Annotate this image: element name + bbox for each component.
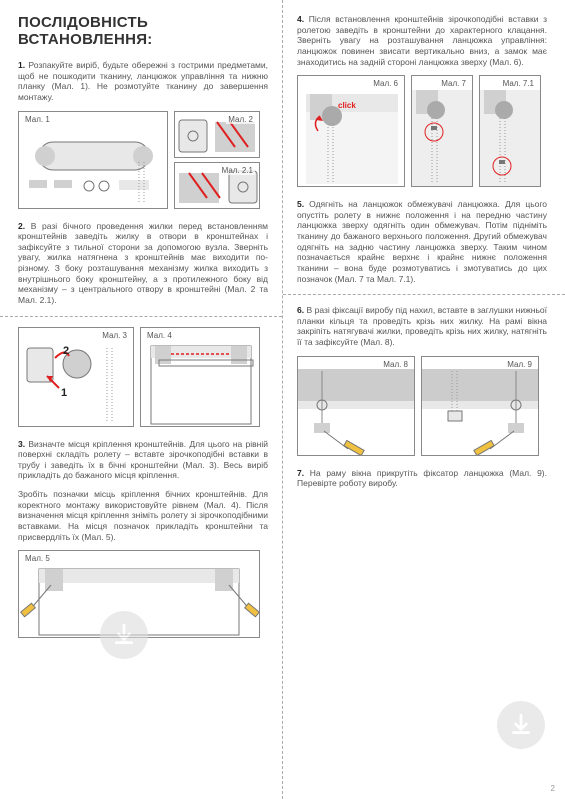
step-2: 2. В разі бічного проведення жилки перед… xyxy=(18,221,268,306)
figure-71: Мал. 7.1 xyxy=(479,75,541,187)
anno-1: 1 xyxy=(61,387,67,399)
figure-7: Мал. 7 xyxy=(411,75,473,187)
figure-9: Мал. 9 xyxy=(421,356,539,456)
fig71-svg xyxy=(480,76,541,187)
step-3b: Зробіть позначки місць кріплення бічних … xyxy=(18,489,268,542)
fig8-label: Мал. 8 xyxy=(381,360,410,369)
fig5-label: Мал. 5 xyxy=(23,554,52,563)
fig9-label: Мал. 9 xyxy=(505,360,534,369)
fig3-svg: 2 1 xyxy=(19,328,134,427)
figure-3: Мал. 3 2 1 xyxy=(18,327,134,427)
click-anno: click xyxy=(338,101,356,110)
figure-4: Мал. 4 xyxy=(140,327,260,427)
fig6-label: Мал. 6 xyxy=(371,79,400,88)
fig8-svg xyxy=(298,357,415,456)
fig3-label: Мал. 3 xyxy=(100,331,129,340)
fig4-label: Мал. 4 xyxy=(145,331,174,340)
figure-21: Мал. 2.1 xyxy=(174,162,260,209)
fig1-svg xyxy=(19,112,168,209)
figure-1: Мал. 1 xyxy=(18,111,168,209)
fig-row-5: Мал. 8 Мал. 9 xyxy=(297,356,547,456)
step-7: 7. На раму вікна прикрутіть фіксатор лан… xyxy=(297,468,547,489)
fig21-label: Мал. 2.1 xyxy=(220,166,255,175)
step-7-text: На раму вікна прикрутіть фіксатор ланцюж… xyxy=(297,468,547,489)
fig2-label: Мал. 2 xyxy=(226,115,255,124)
hdash-left xyxy=(0,316,282,317)
fig7-label: Мал. 7 xyxy=(439,79,468,88)
page-number: 2 xyxy=(551,784,555,793)
fig4-svg xyxy=(141,328,260,427)
step-1: 1. Розпакуйте виріб, будьте обережні з г… xyxy=(18,60,268,103)
fig7-svg xyxy=(412,76,473,187)
fig-row-1: Мал. 1 Мал. 2 xyxy=(18,111,268,209)
watermark-right xyxy=(497,701,545,749)
watermark-left xyxy=(100,611,148,659)
anno-2: 2 xyxy=(63,345,69,357)
right-column: 4. Після встановлення кронштейнів зірочк… xyxy=(283,0,565,799)
figure-2: Мал. 2 xyxy=(174,111,260,158)
step-5: 5. Одягніть на ланцюжок обмежувачі ланцю… xyxy=(297,199,547,284)
step-6: 6. В разі фіксації виробу під нахил, вст… xyxy=(297,305,547,348)
figure-6: Мал. 6 click xyxy=(297,75,405,187)
step-1-text: Розпакуйте виріб, будьте обережні з гост… xyxy=(18,60,268,102)
fig71-label: Мал. 7.1 xyxy=(501,79,536,88)
hdash-right xyxy=(283,294,565,295)
left-column: ПОСЛІДОВНІСТЬ ВСТАНОВЛЕННЯ: 1. Розпакуйт… xyxy=(0,0,282,799)
step-5-text: Одягніть на ланцюжок обмежувачі ланцюжка… xyxy=(297,199,547,283)
step-3a-text: Визначте місця кріплення кронштейнів. Дл… xyxy=(18,439,268,481)
fig6-svg: click xyxy=(298,76,405,187)
step-3a: 3. Визначте місця кріплення кронштейнів.… xyxy=(18,439,268,482)
step-2-text: В разі бічного проведення жилки перед вс… xyxy=(18,221,268,305)
step-4-text: Після встановлення кронштейнів зірочкопо… xyxy=(297,14,547,67)
fig1-label: Мал. 1 xyxy=(23,115,52,124)
fig9-svg xyxy=(422,357,539,456)
figure-8: Мал. 8 xyxy=(297,356,415,456)
main-title: ПОСЛІДОВНІСТЬ ВСТАНОВЛЕННЯ: xyxy=(18,14,268,48)
step-6-text: В разі фіксації виробу під нахил, вставт… xyxy=(297,305,547,347)
step-4: 4. Після встановлення кронштейнів зірочк… xyxy=(297,14,547,67)
fig-row-2: Мал. 3 2 1 Мал. 4 xyxy=(18,327,268,427)
fig-row-4: Мал. 6 click Мал. 7 xyxy=(297,75,547,187)
fig-col-2: Мал. 2 Мал. 2.1 xyxy=(174,111,260,209)
